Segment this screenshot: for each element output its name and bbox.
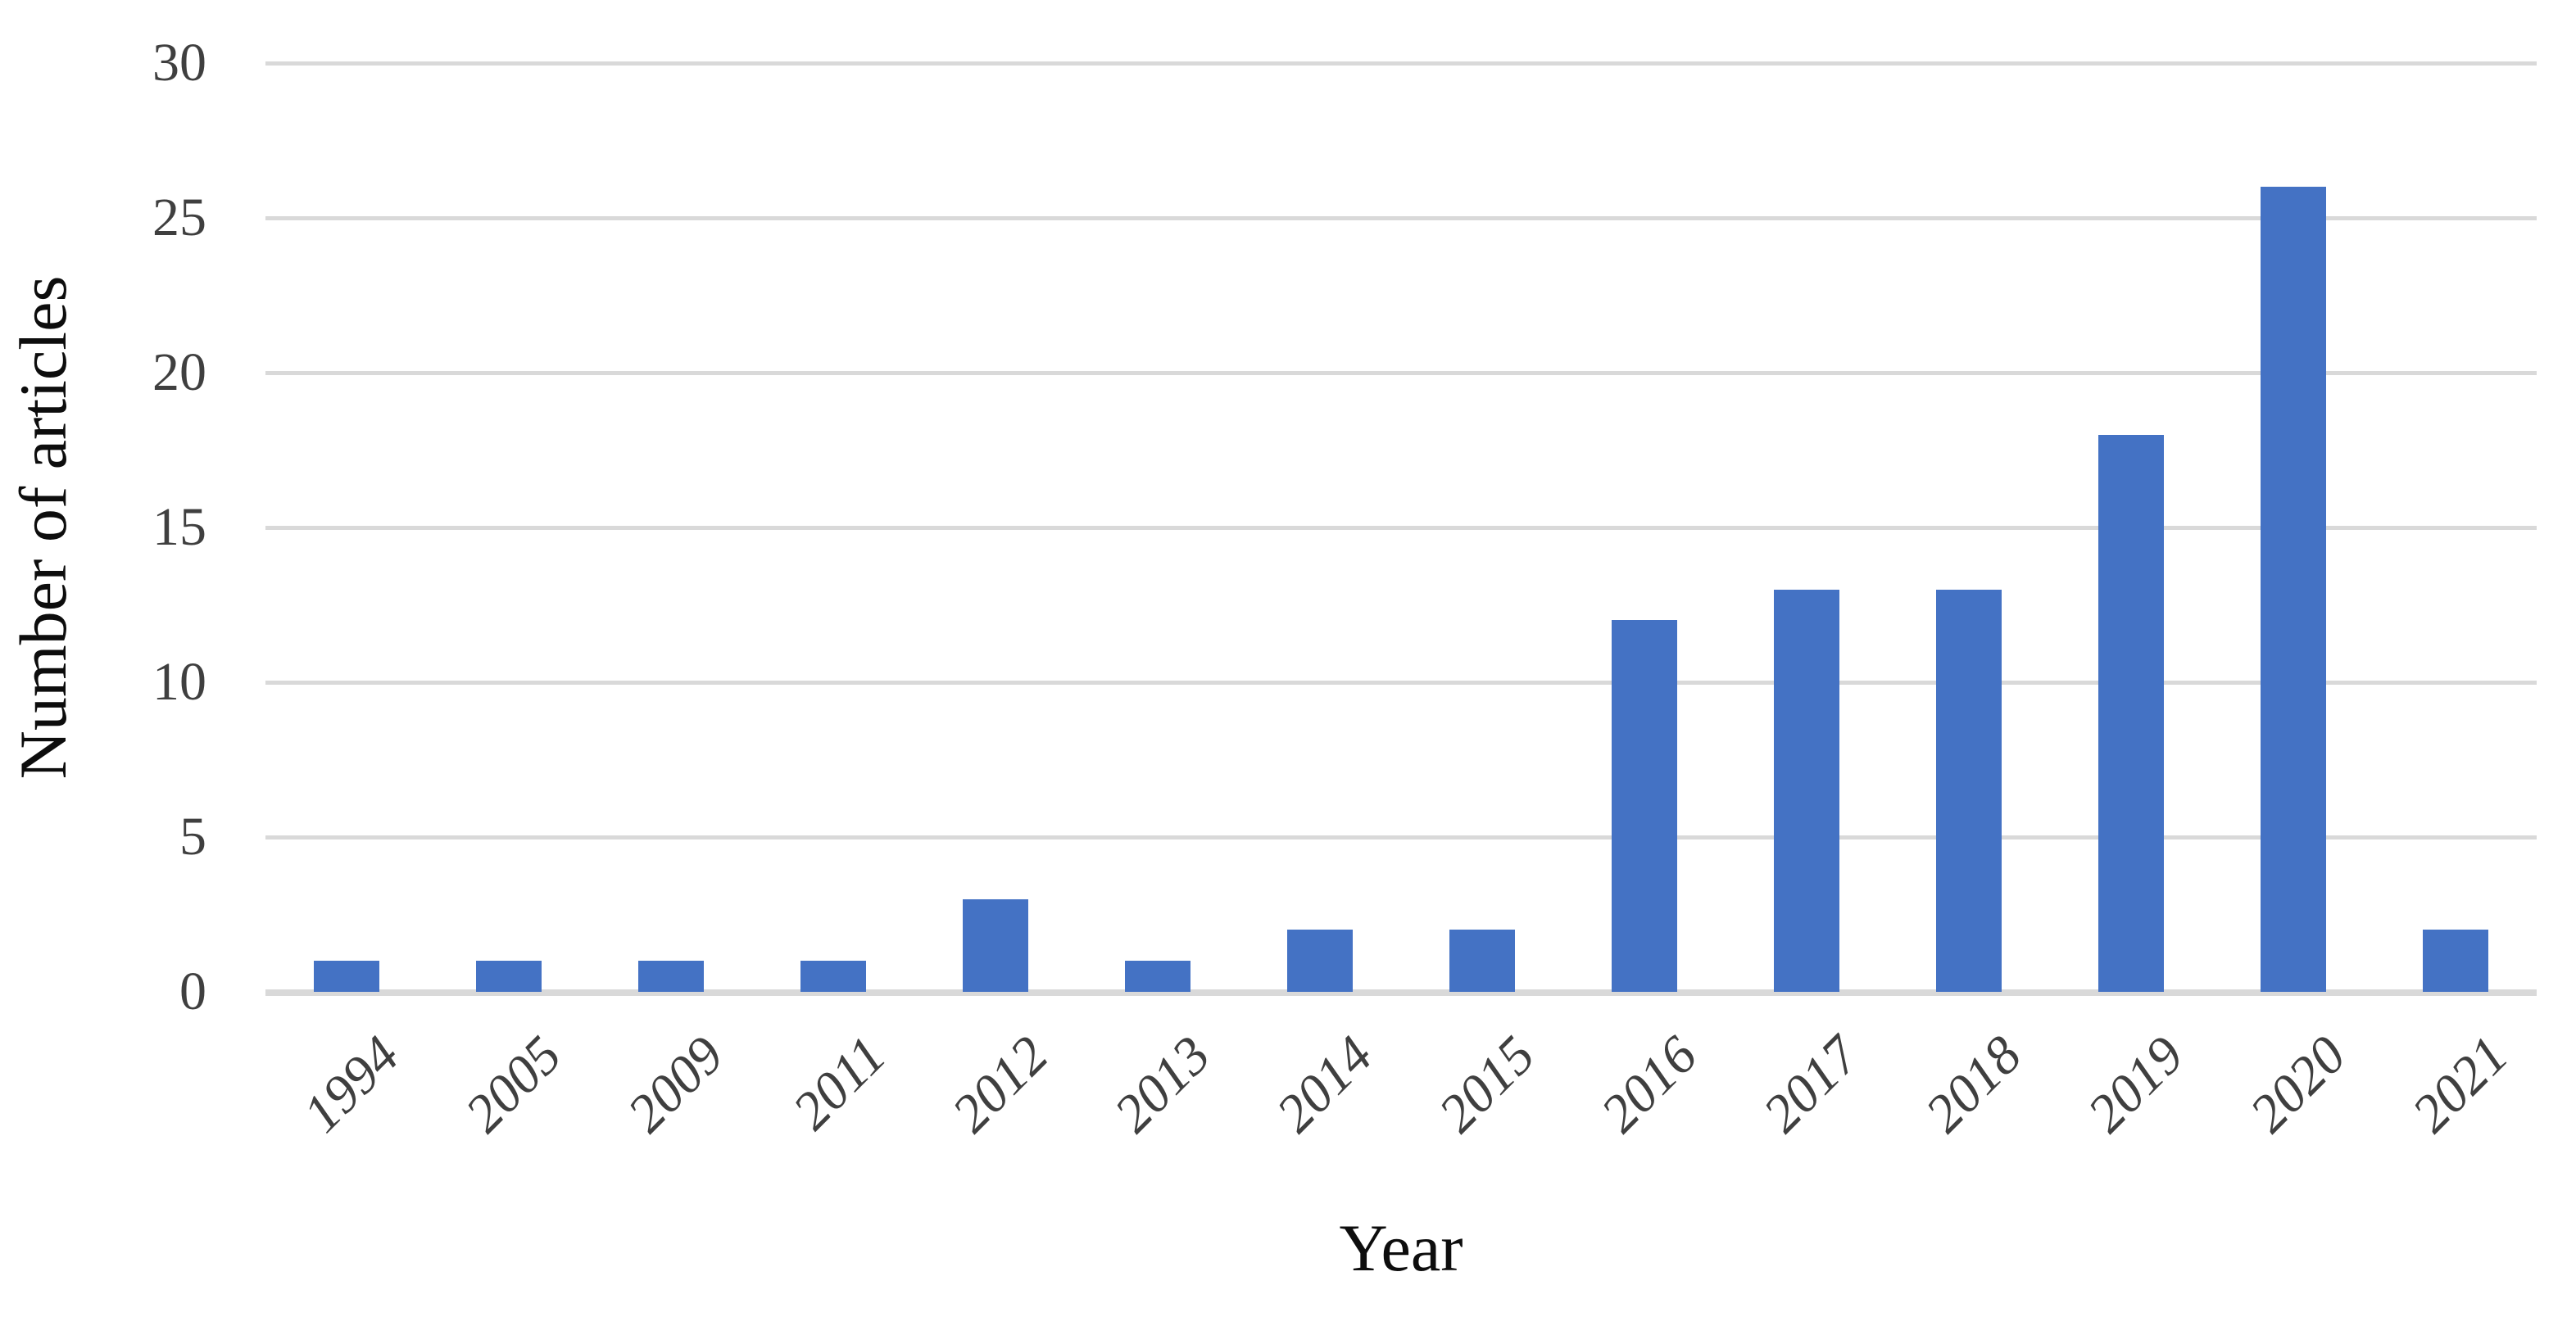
bar-2005: [476, 961, 542, 992]
bar-2014: [1287, 930, 1353, 992]
y-tick-label: 30: [152, 33, 206, 93]
bar-2011: [800, 961, 866, 992]
x-tick-label: 2020: [2238, 1025, 2358, 1144]
y-gridline: [265, 216, 2537, 220]
y-tick-label: 10: [152, 652, 206, 712]
x-tick-label: 2021: [2401, 1025, 2520, 1144]
x-tick-label: 2005: [454, 1025, 574, 1144]
x-tick-label: 1994: [292, 1025, 411, 1144]
bar-2013: [1125, 961, 1190, 992]
y-tick-label: 25: [152, 188, 206, 247]
y-tick-label: 15: [152, 497, 206, 557]
bar-2018: [1936, 589, 2002, 992]
x-tick-label: 2011: [781, 1025, 898, 1142]
y-gridline: [265, 371, 2537, 375]
y-tick-label: 20: [152, 342, 206, 402]
bar-2019: [2098, 434, 2164, 992]
bar-2020: [2261, 187, 2326, 992]
bar-2009: [638, 961, 704, 992]
x-axis-title: Year: [1339, 1211, 1463, 1285]
x-tick-label: 2012: [941, 1025, 1060, 1144]
y-gridline: [265, 61, 2537, 66]
x-tick-label: 2013: [1103, 1025, 1222, 1144]
y-tick-label: 5: [179, 807, 206, 867]
x-axis-line: [265, 989, 2537, 996]
bar-2021: [2423, 930, 2488, 992]
y-tick-label: 0: [179, 962, 206, 1021]
bar-2015: [1449, 930, 1515, 992]
x-tick-label: 2014: [1265, 1025, 1385, 1144]
x-tick-label: 2019: [2076, 1025, 2196, 1144]
bar-2012: [963, 898, 1028, 992]
bar-1994: [314, 961, 379, 992]
bar-2016: [1612, 620, 1677, 992]
y-gridline: [265, 526, 2537, 530]
plot-area: [265, 61, 2537, 996]
x-tick-label: 2018: [1914, 1025, 2034, 1144]
x-tick-label: 2016: [1590, 1025, 1709, 1144]
y-gridline: [265, 835, 2537, 840]
x-tick-label: 2017: [1752, 1025, 1871, 1144]
x-tick-label: 2009: [616, 1025, 736, 1144]
bar-2017: [1774, 589, 1839, 992]
x-tick-label: 2015: [1427, 1025, 1547, 1144]
y-gridline: [265, 681, 2537, 685]
